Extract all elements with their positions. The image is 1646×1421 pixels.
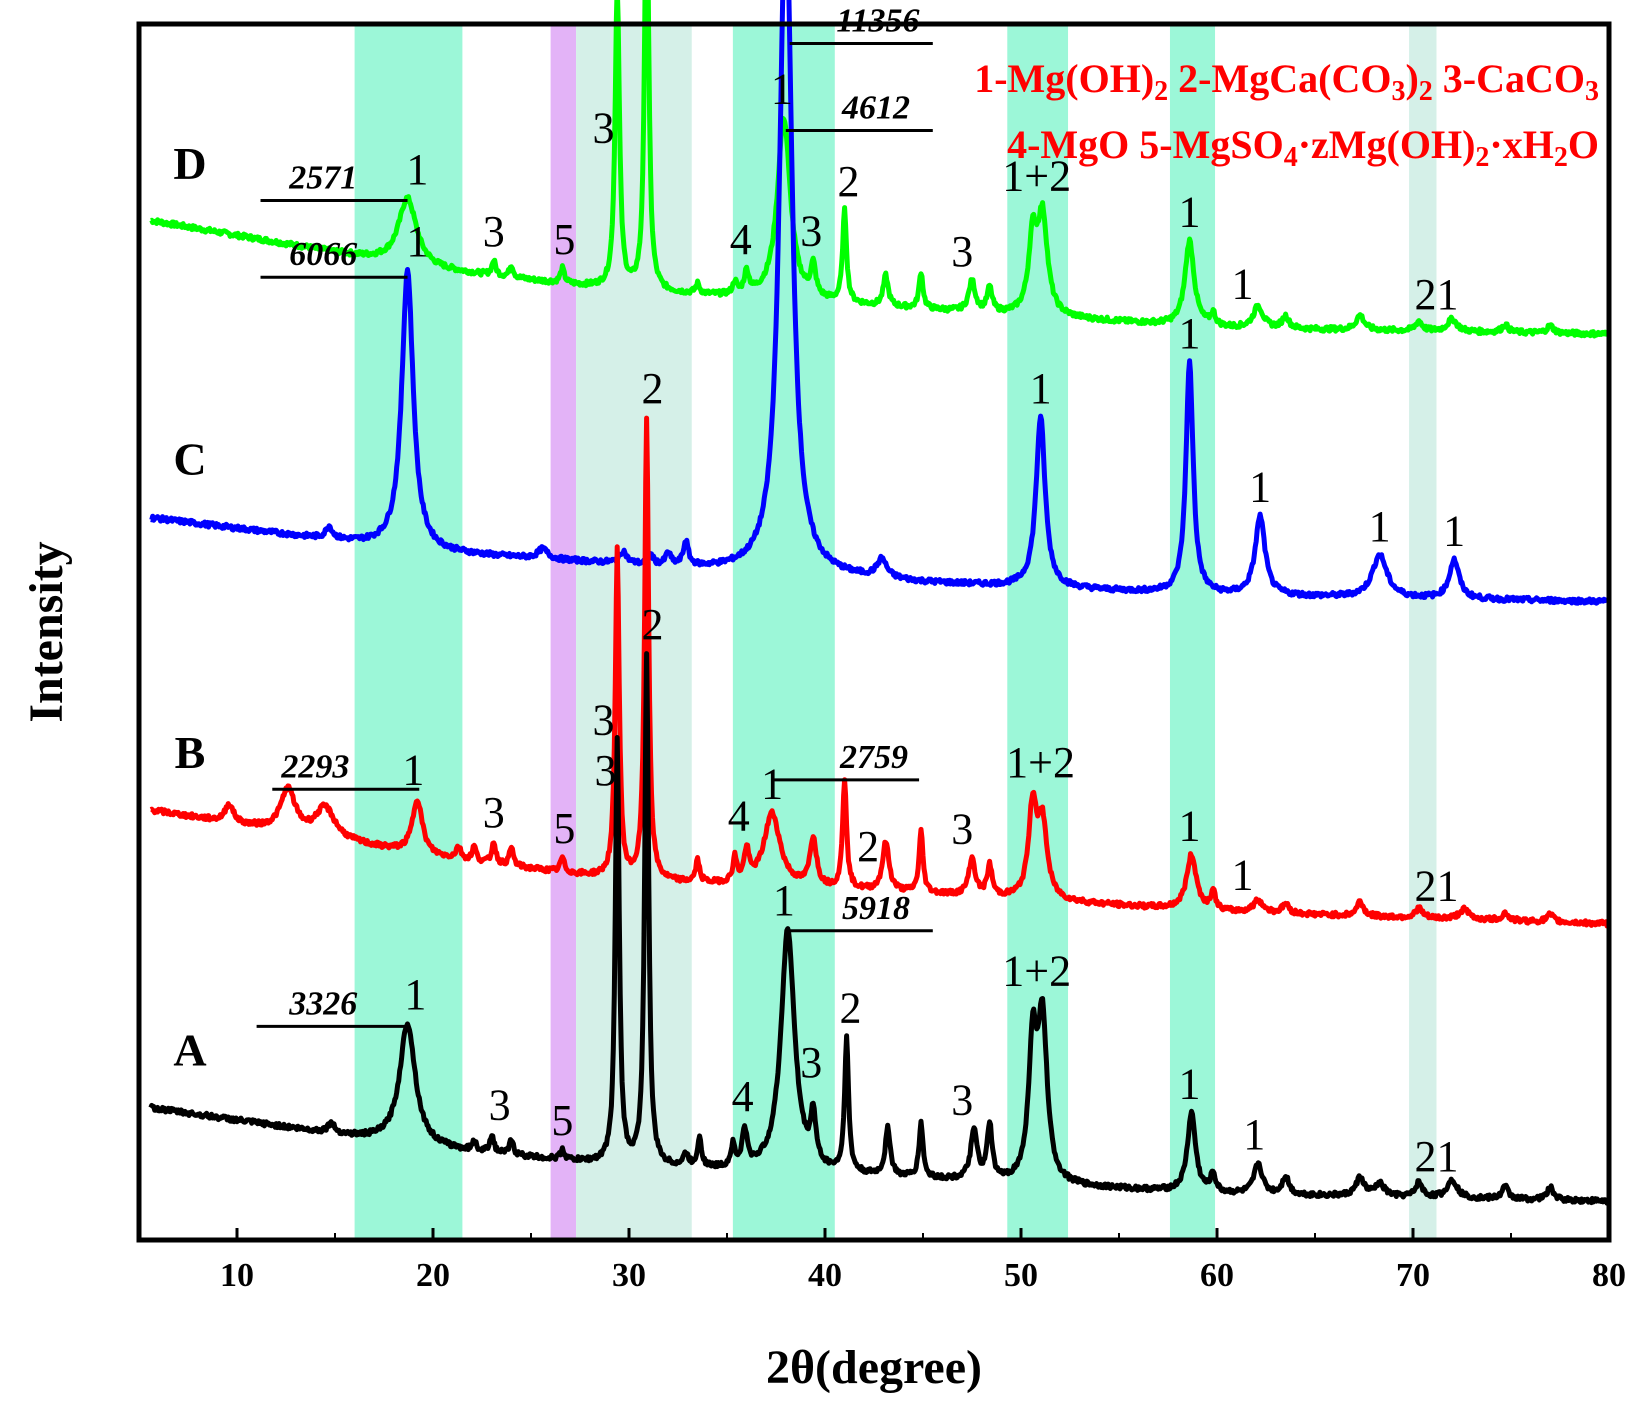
series-A-intensity-2: 5918 <box>842 890 910 927</box>
phase-band-2 <box>550 24 577 1240</box>
series-D-intensity-2: 4612 <box>841 90 910 127</box>
series-D-peak-label-14: 21 <box>1415 270 1459 319</box>
series-D-peak-label-6: 4 <box>730 215 752 264</box>
series-B-intensity-2: 2759 <box>839 739 908 776</box>
series-B-peak-label-12: 1 <box>1231 850 1253 899</box>
series-D-peak-label-7: 1 <box>771 65 793 114</box>
series-B-peak-label-4: 3 <box>593 695 615 744</box>
x-tick-label-80: 80 <box>1592 1257 1626 1294</box>
series-A-peak-label-14: 21 <box>1415 1132 1459 1181</box>
series-B-peak-label-5: 2 <box>642 364 664 413</box>
series-D-peak-label-3: 5 <box>553 215 575 264</box>
plot-frame <box>136 21 1612 1243</box>
phase-legend: 1-Mg(OH)2 2-MgCa(CO3)2 3-CaCO3 4-MgO 5-Mg… <box>974 56 1599 173</box>
phase-band-7 <box>1409 24 1437 1240</box>
phase-band-1 <box>354 24 463 1240</box>
series-A-intensity-1: 3326 <box>288 985 357 1022</box>
phase-band-4 <box>732 24 835 1240</box>
phase-band-6 <box>1169 24 1216 1240</box>
series-D-peak-label-1: 1 <box>406 145 428 194</box>
series-C-line <box>149 0 1611 606</box>
series-C-peak-label-6: 1 <box>1369 502 1391 551</box>
series-D-peak-label-8: 3 <box>800 206 822 255</box>
series-A-peak-label-5: 2 <box>642 600 664 649</box>
series-B-peak-label-2: 3 <box>483 788 505 837</box>
series-B-peak-label-7: 1 <box>761 760 783 809</box>
series-lines <box>148 0 1611 1206</box>
series-A-peak-label-6: 4 <box>732 1072 754 1121</box>
series-A-peak-label-4: 3 <box>594 746 616 795</box>
series-A-letter: A <box>173 1024 206 1075</box>
series-B-letter: B <box>175 727 206 778</box>
series-C-peak-label-4: 1 <box>1179 309 1201 358</box>
series-D-peak-label-13: 1 <box>1231 259 1253 308</box>
x-axis: 10 20 30 40 50 60 70 80 <box>138 1228 1626 1294</box>
series-A-peak-label-12: 1 <box>1179 1059 1201 1108</box>
series-A-peak-label-8: 3 <box>800 1038 822 1087</box>
x-axis-title: 2θ(degree) <box>766 1341 982 1394</box>
phase-band-5 <box>1007 24 1069 1240</box>
series-D-peak-label-10: 3 <box>951 227 973 276</box>
series-A-peak-label-13: 1 <box>1243 1110 1265 1159</box>
series-C-letter: C <box>173 433 206 484</box>
series-C-peak-label-5: 1 <box>1249 463 1271 512</box>
y-axis-title: Intensity <box>20 541 73 722</box>
phase-bands <box>354 24 1437 1240</box>
series-D-peak-label-9: 2 <box>838 157 860 206</box>
series-C-peak-label-1: 1 <box>406 217 428 266</box>
series-C-peak-label-3: 1 <box>1030 364 1052 413</box>
series-C-peak-label-7: 1 <box>1443 506 1465 555</box>
series-A-peak-label-10: 3 <box>951 1075 973 1124</box>
peak-annotations: D13532413231+2112125714612C1111111606611… <box>173 3 1465 1181</box>
series-A-peak-label-7: 1 <box>773 876 795 925</box>
legend-line-2: 4-MgO 5-MgSO4·zMg(OH)2·xH2O <box>1007 122 1599 173</box>
series-B-peak-label-10: 1+2 <box>1006 738 1075 787</box>
series-D-peak-label-2: 3 <box>483 207 505 256</box>
phase-band-3 <box>576 24 692 1240</box>
series-B-peak-label-6: 4 <box>728 792 750 841</box>
x-tick-label-20: 20 <box>416 1257 450 1294</box>
series-B-peak-label-13: 21 <box>1415 862 1459 911</box>
series-B-intensity-1: 2293 <box>280 748 349 785</box>
series-B-peak-label-3: 5 <box>553 804 575 853</box>
x-tick-label-50: 50 <box>1004 1257 1038 1294</box>
series-A-peak-label-2: 3 <box>489 1081 511 1130</box>
x-tick-label-60: 60 <box>1200 1257 1234 1294</box>
series-C-intensity-1: 6066 <box>289 236 357 273</box>
series-B-line <box>149 415 1611 929</box>
series-D-peak-label-11: 1+2 <box>1002 152 1071 201</box>
series-A-peak-label-9: 2 <box>839 983 861 1032</box>
series-A-line <box>148 651 1611 1206</box>
series-D-peak-label-4: 3 <box>593 103 615 152</box>
x-tick-label-30: 30 <box>612 1257 646 1294</box>
series-B-peak-label-9: 3 <box>951 805 973 854</box>
x-tick-label-10: 10 <box>220 1257 254 1294</box>
series-A-peak-label-3: 5 <box>551 1096 573 1145</box>
series-C-intensity-2: 11356 <box>836 3 919 40</box>
series-B-peak-label-1: 1 <box>402 746 424 795</box>
series-D-line <box>149 0 1611 339</box>
series-A-peak-label-11: 1+2 <box>1002 946 1071 995</box>
series-D-peak-label-12: 1 <box>1179 187 1201 236</box>
x-tick-label-40: 40 <box>808 1257 842 1294</box>
series-B-peak-label-8: 2 <box>857 822 879 871</box>
legend-line-1: 1-Mg(OH)2 2-MgCa(CO3)2 3-CaCO3 <box>974 56 1599 107</box>
series-D-letter: D <box>173 138 206 189</box>
series-B-peak-label-11: 1 <box>1179 802 1201 851</box>
series-A-peak-label-1: 1 <box>404 970 426 1019</box>
series-D-intensity-1: 2571 <box>288 159 357 196</box>
x-tick-label-70: 70 <box>1396 1257 1430 1294</box>
